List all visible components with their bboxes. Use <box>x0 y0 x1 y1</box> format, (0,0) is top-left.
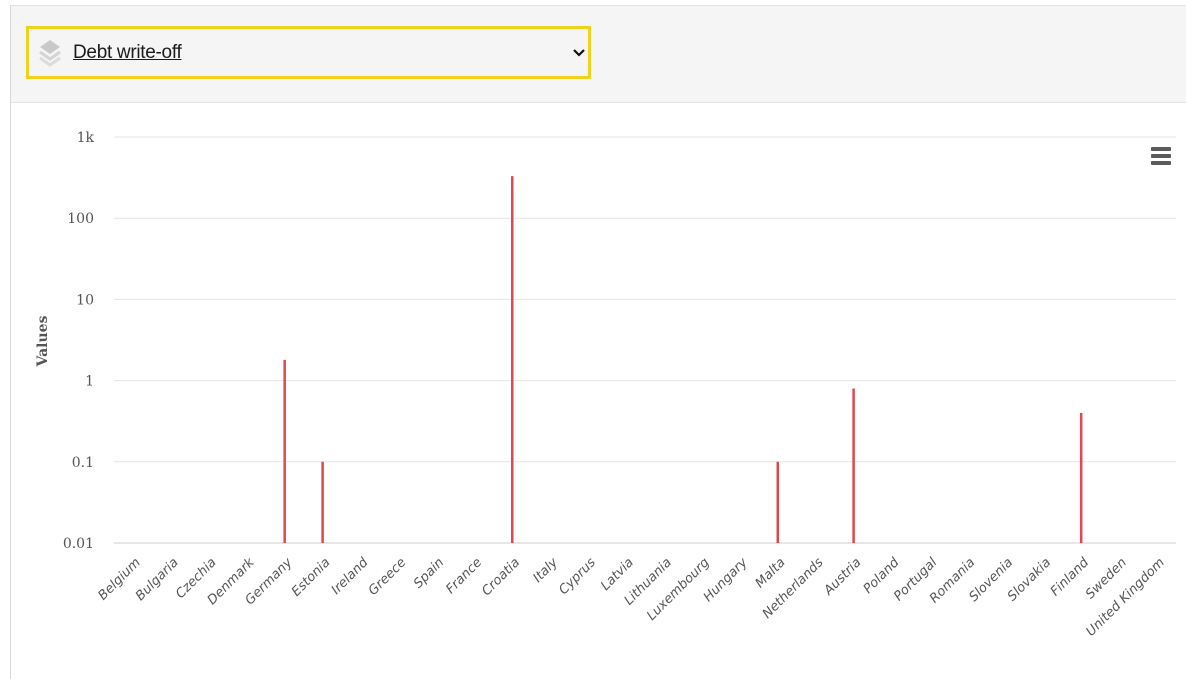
y-tick-label: 0.01 <box>63 536 94 552</box>
x-tick-label: Greece <box>366 555 410 599</box>
y-tick-label: 100 <box>67 211 94 227</box>
gridlines <box>114 136 1176 544</box>
bars <box>283 176 1083 543</box>
x-tick-label: France <box>443 555 485 597</box>
layers-icon <box>39 40 61 67</box>
x-tick-label: Croatia <box>479 555 523 599</box>
dropdown-selected-value: Debt write-off <box>73 42 182 63</box>
y-axis-title: Values <box>35 315 51 367</box>
x-tick-label: Estonia <box>289 555 333 599</box>
x-tick-label: Malta <box>753 555 789 591</box>
x-tick-label: Cyprus <box>556 555 599 598</box>
y-tick-label: 1 <box>85 374 94 390</box>
x-tick-label: Ireland <box>329 555 372 598</box>
y-tick-label: 1k <box>77 130 95 146</box>
x-tick-label: Spain <box>411 555 447 591</box>
y-tick-label: 10 <box>76 292 94 308</box>
chart-panel <box>10 5 1186 679</box>
chevron-down-icon <box>573 49 585 57</box>
y-tick-label: 0.1 <box>72 455 94 471</box>
x-tick-label: Austria <box>821 555 865 599</box>
indicator-dropdown[interactable]: Debt write-off <box>26 26 591 79</box>
x-tick-label: Italy <box>530 555 561 586</box>
hamburger-menu-icon[interactable] <box>1151 147 1173 169</box>
y-axis-ticks: 1k 100 10 1 0.1 0.01 <box>63 130 95 552</box>
x-axis-ticks: BelgiumBulgariaCzechiaDenmarkGermanyEsto… <box>95 555 1167 640</box>
header-bar: Debt write-off <box>11 6 1186 103</box>
